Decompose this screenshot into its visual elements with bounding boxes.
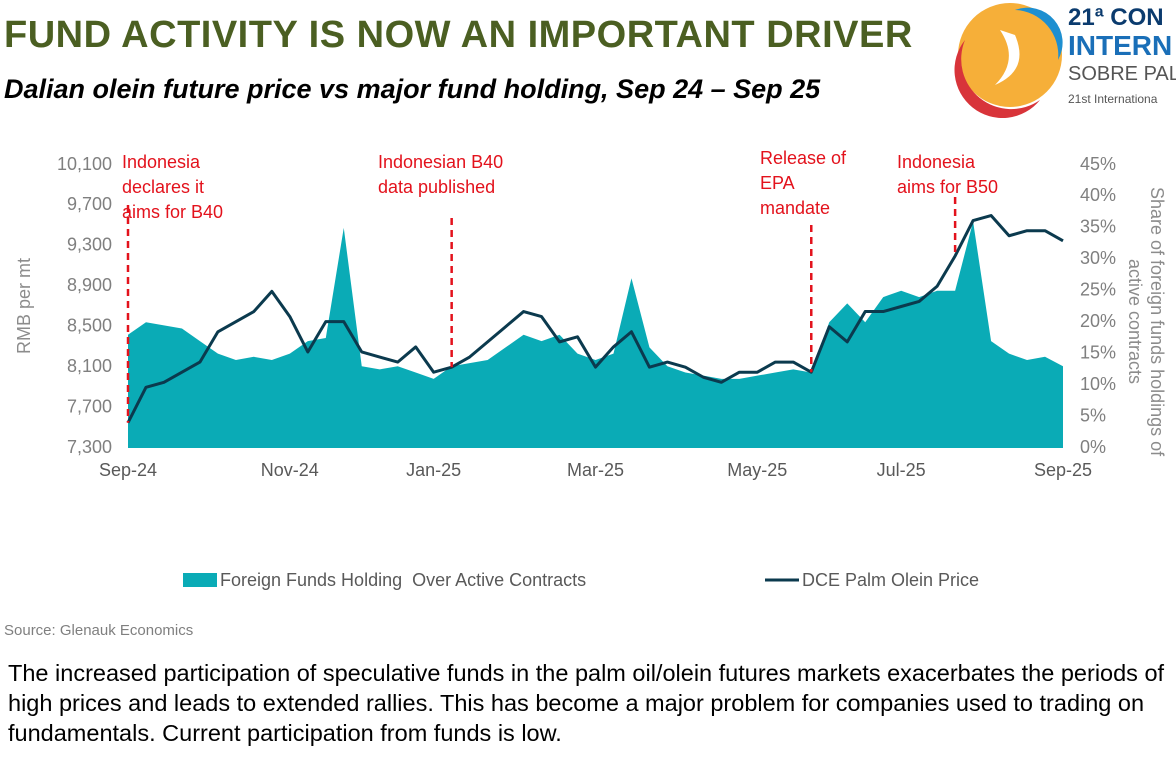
- y-axis-title: RMB per mt: [14, 258, 34, 354]
- annotation: Indonesia aims for B50: [897, 152, 999, 197]
- area: [128, 221, 1063, 448]
- y-tick-label: 8,900: [67, 275, 112, 295]
- y2-tick-label: 5%: [1080, 405, 1106, 425]
- x-tick-label: May-25: [727, 460, 787, 480]
- logo-text: 21ª CON: [1068, 4, 1164, 31]
- y2-tick-label: 40%: [1080, 185, 1116, 205]
- legend-label: DCE Palm Olein Price: [802, 570, 979, 590]
- logo-mark: [954, 3, 1063, 118]
- y2-tick-label: 30%: [1080, 248, 1116, 268]
- y-tick-label: 8,500: [67, 315, 112, 335]
- x-tick-label: Nov-24: [261, 460, 319, 480]
- body-text: The increased participation of speculati…: [8, 660, 1165, 746]
- logo-text: INTERN: [1068, 30, 1173, 61]
- y2-tick-label: 45%: [1080, 154, 1116, 174]
- y2-tick-label: 10%: [1080, 374, 1116, 394]
- y2-axis-title: Share of foreign funds holdings of activ…: [1125, 187, 1167, 457]
- y-tick-label: 7,700: [67, 396, 112, 416]
- annotation: Indonesia declares it aims for B40: [122, 152, 224, 222]
- source: Source: Glenauk Economics: [4, 622, 194, 639]
- y-tick-label: 9,300: [67, 235, 112, 255]
- legend-label: Foreign Funds Holding Over Active Contra…: [220, 570, 586, 590]
- legend-swatch: [183, 573, 217, 587]
- x-tick-label: Sep-25: [1034, 460, 1092, 480]
- y-tick-label: 8,100: [67, 356, 112, 376]
- annotation: Release of EPA mandate: [760, 148, 847, 218]
- y2-tick-label: 35%: [1080, 217, 1116, 237]
- y2-tick-label: 20%: [1080, 311, 1116, 331]
- x-tick-label: Jan-25: [406, 460, 461, 480]
- y2-tick-label: 0%: [1080, 437, 1106, 457]
- logo-text: SOBRE PAL: [1068, 63, 1176, 85]
- y-tick-label: 10,100: [57, 154, 112, 174]
- logo-text: 21st Internationa: [1068, 92, 1158, 106]
- line: [126, 214, 1064, 424]
- x-tick-label: Sep-24: [99, 460, 157, 480]
- x-tick-label: Jul-25: [877, 460, 926, 480]
- y2-tick-label: 25%: [1080, 280, 1116, 300]
- annotation: Indonesian B40 data published: [378, 152, 504, 197]
- y-tick-label: 7,300: [67, 437, 112, 457]
- x-tick-label: Mar-25: [567, 460, 624, 480]
- subtitle: Dalian olein future price vs major fund …: [4, 74, 821, 104]
- y2-tick-label: 15%: [1080, 342, 1116, 362]
- y-tick-label: 9,700: [67, 194, 112, 214]
- title: FUND ACTIVITY IS NOW AN IMPORTANT DRIVER: [4, 14, 913, 56]
